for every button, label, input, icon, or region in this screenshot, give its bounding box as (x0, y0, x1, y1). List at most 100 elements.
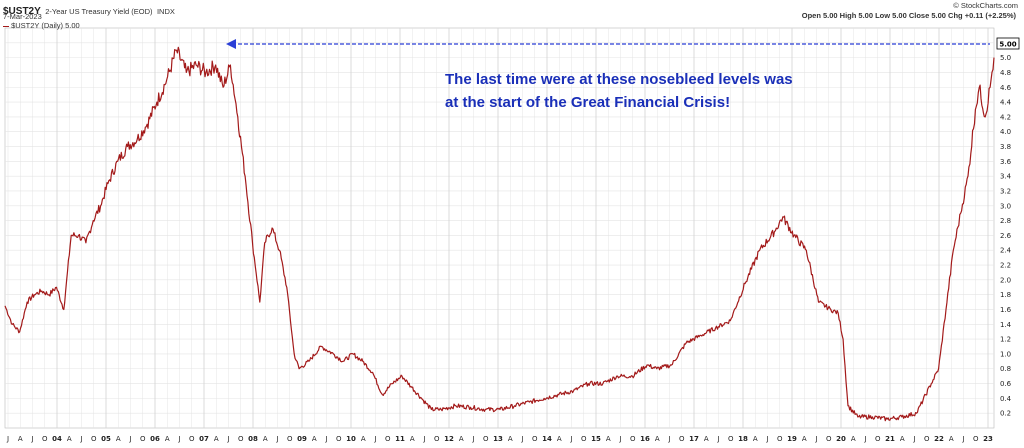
x-tick-label: 18 (738, 435, 748, 443)
annotation-line-2: at the start of the Great Financial Cris… (445, 94, 731, 111)
x-tick-label: 05 (101, 435, 111, 443)
x-tick-label: O (434, 435, 440, 443)
x-tick-label: J (128, 435, 131, 443)
y-tick-label: 3.2 (1000, 187, 1011, 195)
x-tick-label: O (679, 435, 685, 443)
y-tick-label: 4.6 (1000, 84, 1012, 92)
y-tick-label: 0.6 (1000, 380, 1012, 388)
y-tick-label: 2.0 (1000, 276, 1011, 284)
legend-label: $UST2Y (Daily) 5.00 (11, 21, 80, 30)
x-tick-label: A (606, 435, 611, 443)
x-tick-label: 14 (542, 435, 552, 443)
x-tick-label: 17 (689, 435, 699, 443)
x-tick-label: 07 (199, 435, 209, 443)
exchange-label: INDX (156, 7, 175, 16)
y-tick-label: 1.0 (1000, 350, 1011, 358)
y-tick-label: 2.6 (1000, 232, 1012, 240)
x-tick-label: A (410, 435, 415, 443)
x-tick-label: J (716, 435, 719, 443)
chart-header: $UST2Y 2-Year US Treasury Yield (EOD) IN… (3, 1, 175, 19)
x-tick-label: J (814, 435, 817, 443)
x-tick-label: J (471, 435, 474, 443)
y-tick-label: 4.2 (1000, 113, 1011, 121)
y-tick-label: 5.0 (1000, 54, 1011, 62)
x-axis: J A J O 04 A J O 05 A J O 06 A J O 07 A J O 08 A J O 09 A J O 10 A J O 1… (6, 435, 993, 443)
last-value-tag: 5.00 (996, 37, 1020, 50)
y-tick-label: 4.8 (1000, 69, 1011, 77)
y-axis: 0.2 0.4 0.6 0.8 1.0 1.2 1.4 1.6 1.8 2.0 2.2 2.4 2.6 2… (1000, 39, 1012, 417)
x-tick-label: O (385, 435, 391, 443)
x-tick-label: O (42, 435, 48, 443)
x-tick-label: A (165, 435, 170, 443)
x-tick-label: J (79, 435, 82, 443)
x-tick-label: A (753, 435, 758, 443)
annotation-text: The last time were at these nosebleed le… (445, 68, 793, 114)
y-tick-label: 0.8 (1000, 365, 1011, 373)
x-tick-label: J (912, 435, 915, 443)
y-tick-label: 3.0 (1000, 202, 1011, 210)
x-tick-label: 04 (52, 435, 62, 443)
x-tick-label: O (826, 435, 832, 443)
x-tick-label: 13 (493, 435, 503, 443)
stockcharts-credit: © StockCharts.com (953, 1, 1018, 10)
x-tick-label: O (336, 435, 342, 443)
x-tick-label: A (18, 435, 23, 443)
x-tick-label: J (520, 435, 523, 443)
x-tick-label: J (324, 435, 327, 443)
x-tick-label: J (863, 435, 866, 443)
x-tick-label: J (667, 435, 670, 443)
x-tick-label: O (728, 435, 734, 443)
x-tick-label: 15 (591, 435, 601, 443)
x-tick-label: O (238, 435, 244, 443)
x-tick-label: O (777, 435, 783, 443)
x-tick-label: 06 (150, 435, 160, 443)
x-tick-label: O (483, 435, 489, 443)
x-tick-label: 12 (444, 435, 454, 443)
series-legend: $UST2Y (Daily) 5.00 (3, 21, 80, 30)
plot-frame (4, 27, 995, 429)
y-tick-label: 3.4 (1000, 173, 1012, 181)
x-tick-label: A (361, 435, 366, 443)
x-tick-label: O (924, 435, 930, 443)
y-tick-label: 2.8 (1000, 217, 1011, 225)
x-tick-label: J (422, 435, 425, 443)
x-tick-label: 16 (640, 435, 650, 443)
y-tick-label: 0.4 (1000, 395, 1012, 403)
y-tick-label: 2.2 (1000, 262, 1011, 270)
yield-series-line (4, 46, 995, 422)
x-tick-label: J (373, 435, 376, 443)
x-tick-label: 22 (934, 435, 944, 443)
x-tick-label: A (802, 435, 807, 443)
ticker-description: 2-Year US Treasury Yield (EOD) (45, 7, 153, 16)
x-tick-label: O (287, 435, 293, 443)
y-tick-label: 4.4 (1000, 99, 1012, 107)
x-tick-label: J (961, 435, 964, 443)
x-tick-label: O (189, 435, 195, 443)
annotation-line-1: The last time were at these nosebleed le… (445, 71, 793, 88)
x-tick-label: J (6, 435, 9, 443)
x-tick-label: 19 (787, 435, 797, 443)
x-tick-label: 11 (395, 435, 405, 443)
y-tick-label: 1.4 (1000, 321, 1012, 329)
x-tick-label: J (177, 435, 180, 443)
x-tick-label: A (704, 435, 709, 443)
x-tick-label: J (618, 435, 621, 443)
x-tick-label: O (140, 435, 146, 443)
x-tick-label: O (532, 435, 538, 443)
x-tick-label: A (557, 435, 562, 443)
pointer-arrow (226, 39, 990, 49)
ohlc-readout: Open 5.00 High 5.00 Low 5.00 Close 5.00 … (801, 11, 1016, 20)
x-tick-label: A (851, 435, 856, 443)
x-tick-label: A (214, 435, 219, 443)
x-tick-label: A (508, 435, 513, 443)
chart-date: 7-Mar-2023 (3, 12, 42, 21)
y-tick-label: 1.2 (1000, 336, 1011, 344)
x-tick-label: 21 (885, 435, 895, 443)
x-tick-label: J (275, 435, 278, 443)
x-tick-label: 20 (836, 435, 846, 443)
y-tick-label: 3.8 (1000, 143, 1011, 151)
x-tick-label: 10 (346, 435, 356, 443)
ticker-symbol: $UST2Y (3, 6, 41, 17)
x-tick-label: 23 (983, 435, 993, 443)
